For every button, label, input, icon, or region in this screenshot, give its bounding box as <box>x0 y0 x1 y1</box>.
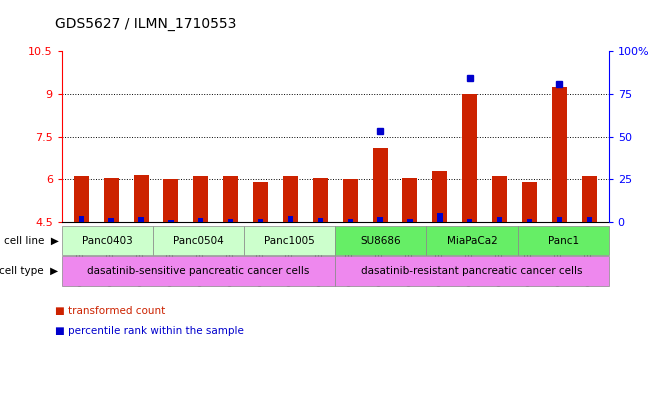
Bar <box>104 178 118 222</box>
Bar <box>437 213 443 222</box>
Text: Panc1005: Panc1005 <box>264 236 315 246</box>
Bar <box>348 219 353 222</box>
Bar <box>522 182 537 222</box>
Bar <box>74 176 89 222</box>
Bar <box>582 176 597 222</box>
Bar <box>587 217 592 222</box>
Bar <box>342 179 357 222</box>
Bar <box>288 216 293 222</box>
Bar <box>139 217 144 222</box>
Bar <box>378 217 383 222</box>
Text: Panc0504: Panc0504 <box>173 236 224 246</box>
Bar <box>408 219 413 222</box>
Text: MiaPaCa2: MiaPaCa2 <box>447 236 497 246</box>
Bar <box>318 218 323 222</box>
Text: SU8686: SU8686 <box>361 236 401 246</box>
Bar <box>557 217 562 222</box>
Bar <box>223 176 238 222</box>
Bar <box>492 176 507 222</box>
Bar <box>168 220 174 222</box>
Bar <box>462 94 477 222</box>
Bar <box>402 178 417 222</box>
Bar <box>313 178 328 222</box>
Bar <box>527 219 532 222</box>
Bar <box>258 219 263 222</box>
Bar <box>109 218 114 222</box>
Bar <box>133 175 148 222</box>
Text: Panc0403: Panc0403 <box>82 236 133 246</box>
Bar <box>253 182 268 222</box>
Bar <box>198 218 204 222</box>
Text: dasatinib-sensitive pancreatic cancer cells: dasatinib-sensitive pancreatic cancer ce… <box>87 266 310 276</box>
Bar <box>283 176 298 222</box>
Text: GDS5627 / ILMN_1710553: GDS5627 / ILMN_1710553 <box>55 17 237 31</box>
Text: Panc1: Panc1 <box>547 236 579 246</box>
Text: cell line  ▶: cell line ▶ <box>4 236 59 246</box>
Text: cell type  ▶: cell type ▶ <box>0 266 59 276</box>
Bar <box>432 171 447 222</box>
Text: ■ percentile rank within the sample: ■ percentile rank within the sample <box>55 326 244 336</box>
Bar <box>552 87 567 222</box>
Bar <box>497 217 503 222</box>
Bar <box>372 148 387 222</box>
Bar <box>228 219 233 222</box>
Bar <box>79 216 84 222</box>
Text: ■ transformed count: ■ transformed count <box>55 306 165 316</box>
Bar <box>193 176 208 222</box>
Bar <box>467 219 473 222</box>
Bar <box>163 179 178 222</box>
Text: dasatinib-resistant pancreatic cancer cells: dasatinib-resistant pancreatic cancer ce… <box>361 266 583 276</box>
